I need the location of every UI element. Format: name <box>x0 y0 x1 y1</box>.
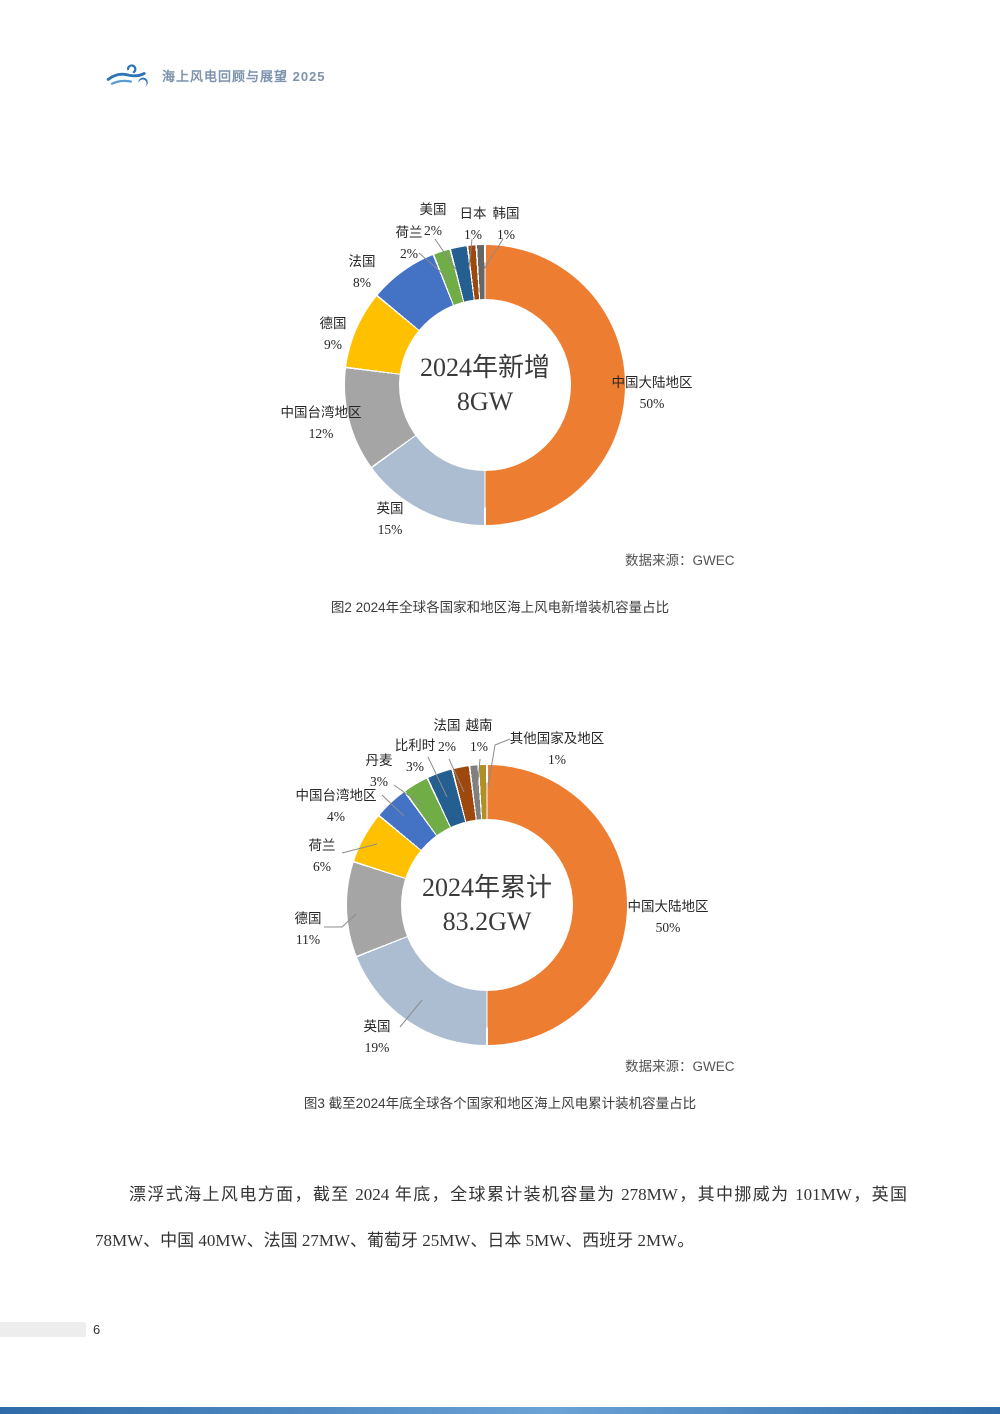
slice-label-germany: 德国 9% <box>319 316 347 352</box>
figure2-chart: 2024年新增 8GW 中国大陆地区 50% 英国 15% 中国台湾地区 12% 德国… <box>200 165 800 595</box>
figure2-donut: 2024年新增 8GW <box>345 245 625 525</box>
slice-label-usa: 美国 2% <box>419 202 447 238</box>
slice-label-japan: 日本 1% <box>459 206 487 242</box>
figure3-center-title: 2024年累计 <box>421 873 552 902</box>
figure3-caption: 图3 截至2024年底全球各个国家和地区海上风电累计装机容量占比 <box>303 1096 697 1111</box>
slice-label-taiwan: 中国台湾地区 4% <box>295 788 377 824</box>
figure2-caption: 图2 2024年全球各国家和地区海上风电新增装机容量占比 <box>330 600 670 615</box>
slice-label-belgium: 比利时 3% <box>394 738 436 774</box>
slice-label-korea: 韩国 1% <box>492 206 520 242</box>
figure2-donut-center: 2024年新增 8GW <box>399 299 571 471</box>
figure3-donut-center: 2024年累计 83.2GW <box>401 819 573 991</box>
slice-label-china-mainland: 中国大陆地区 50% <box>627 899 709 935</box>
slice-label-germany: 德国 11% <box>294 911 322 947</box>
slice-label-netherlands: 荷兰 2% <box>395 225 423 261</box>
slice-label-china-mainland: 中国大陆地区 50% <box>611 375 693 411</box>
slice-label-others: 其他国家及地区 1% <box>509 731 605 767</box>
slice-label-denmark: 丹麦 3% <box>365 753 393 789</box>
slice-label-netherlands: 荷兰 6% <box>308 838 336 874</box>
figure3-donut: 2024年累计 83.2GW <box>347 765 627 1045</box>
slice-label-france: 法国 2% <box>433 718 461 754</box>
footer-bar <box>0 1322 86 1337</box>
report-title: 海上风电回顾与展望 2025 <box>162 68 326 84</box>
body-paragraph: 漂浮式海上风电方面，截至 2024 年底，全球累计装机容量为 278MW，其中挪… <box>95 1185 907 1250</box>
slice-label-uk: 英国 19% <box>363 1019 391 1055</box>
figure3-center-value: 83.2GW <box>442 907 532 936</box>
figure2-center-value: 8GW <box>456 387 514 416</box>
slice-label-france: 法国 8% <box>348 254 376 290</box>
page-header: 海上风电回顾与展望 2025 <box>106 60 326 90</box>
figure2-center-title: 2024年新增 <box>419 353 550 382</box>
figure2-data-source: 数据来源：GWEC <box>625 553 735 568</box>
figure3-chart: 2024年累计 83.2GW 中国大陆地区 50% 英国 19% 德国 11% 荷兰 6… <box>200 695 800 1095</box>
figure3-data-source: 数据来源：GWEC <box>625 1059 735 1074</box>
slice-label-uk: 英国 15% <box>376 501 404 537</box>
wind-wave-logo-icon <box>106 64 148 87</box>
page-number: 6 <box>93 1322 101 1337</box>
slice-label-vietnam: 越南 1% <box>465 718 493 754</box>
slice-label-taiwan: 中国台湾地区 12% <box>280 405 362 441</box>
bottom-accent-bar <box>0 1407 1000 1414</box>
